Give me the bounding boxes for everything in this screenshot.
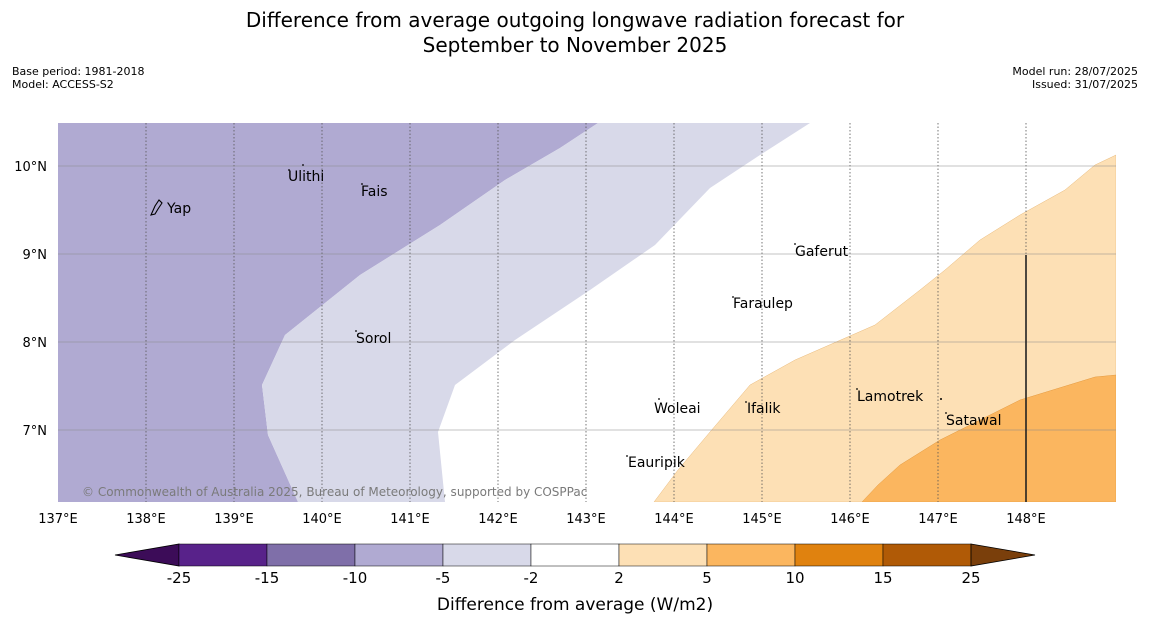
colorbar-tick: 25 bbox=[961, 569, 980, 587]
label-eauripik: Eauripik bbox=[628, 455, 686, 471]
label-woleai: Woleai bbox=[654, 401, 701, 417]
longitude-tick-labels: 137°E 138°E 139°E 140°E 141°E 142°E 143°… bbox=[38, 512, 1046, 527]
map-area: Yap Ulithi Fais Gaferut Faraulep Sorol W… bbox=[58, 123, 1116, 502]
lon-tick: 139°E bbox=[214, 512, 254, 527]
label-ulithi: Ulithi bbox=[288, 169, 324, 185]
map-title: Difference from average outgoing longwav… bbox=[0, 8, 1150, 58]
meta-left: Base period: 1981-2018 Model: ACCESS-S2 bbox=[12, 65, 144, 91]
lon-tick: 143°E bbox=[566, 512, 606, 527]
latitude-gridlines bbox=[58, 165, 1116, 431]
colorbar: -25 -15 -10 -5 -2 2 5 10 15 25 Differenc… bbox=[114, 543, 1036, 615]
colorbar-segment bbox=[442, 543, 532, 567]
colorbar-tick: -15 bbox=[255, 569, 280, 587]
title-line-1: Difference from average outgoing longwav… bbox=[245, 8, 905, 32]
band-neg5-neg2 bbox=[262, 123, 810, 502]
base-period: Base period: 1981-2018 bbox=[12, 65, 145, 78]
colorbar-ticks: -25 -15 -10 -5 -2 2 5 10 15 25 bbox=[167, 569, 981, 587]
label-yap: Yap bbox=[166, 201, 191, 217]
label-lamotrek: Lamotrek bbox=[857, 389, 924, 405]
model-run: Model run: 28/07/2025 bbox=[1012, 65, 1138, 78]
island-markers bbox=[150, 164, 947, 457]
colorbar-tick: 2 bbox=[614, 569, 624, 587]
lon-tick: 138°E bbox=[126, 512, 166, 527]
title-line-2: September to November 2025 bbox=[422, 33, 728, 57]
colorbar-tick: -2 bbox=[524, 569, 539, 587]
label-ifalik: Ifalik bbox=[747, 401, 781, 417]
lon-tick: 148°E bbox=[1006, 512, 1046, 527]
latitude-tick-labels: 10°N 9°N 8°N 7°N bbox=[14, 160, 47, 439]
colorbar-extend-high bbox=[970, 543, 1036, 567]
lon-tick: 142°E bbox=[478, 512, 518, 527]
model-name: Model: ACCESS-S2 bbox=[12, 78, 114, 91]
colorbar-segment bbox=[530, 543, 620, 567]
colorbar-tick: -25 bbox=[167, 569, 192, 587]
colorbar-tick: 10 bbox=[785, 569, 804, 587]
colorbar-segment bbox=[706, 543, 796, 567]
label-satawal: Satawal bbox=[946, 413, 1001, 429]
meta-right: Model run: 28/07/2025 Issued: 31/07/2025 bbox=[1012, 65, 1138, 91]
colorbar-segment bbox=[178, 543, 268, 567]
colorbar-segment bbox=[794, 543, 884, 567]
lat-tick: 9°N bbox=[23, 248, 48, 263]
copyright-notice: © Commonwealth of Australia 2025, Bureau… bbox=[82, 485, 587, 499]
lon-tick: 144°E bbox=[654, 512, 694, 527]
colorbar-tick: 15 bbox=[873, 569, 892, 587]
lon-tick: 140°E bbox=[302, 512, 342, 527]
band-neg10-neg5 bbox=[58, 123, 598, 502]
colorbar-segment bbox=[266, 543, 356, 567]
band-pos5-pos10 bbox=[861, 374, 1116, 502]
colorbar-title: Difference from average (W/m2) bbox=[437, 595, 713, 615]
colorbar-segment bbox=[618, 543, 708, 567]
label-faraulep: Faraulep bbox=[733, 296, 793, 312]
issued-date: Issued: 31/07/2025 bbox=[1031, 78, 1138, 91]
colorbar-tick: -5 bbox=[436, 569, 451, 587]
label-gaferut: Gaferut bbox=[795, 244, 849, 260]
lat-tick: 10°N bbox=[14, 160, 47, 175]
colorbar-tick: 5 bbox=[702, 569, 712, 587]
colorbar-tick: -10 bbox=[343, 569, 368, 587]
lat-tick: 7°N bbox=[23, 424, 48, 439]
lon-tick: 147°E bbox=[918, 512, 958, 527]
colorbar-segment bbox=[882, 543, 972, 567]
label-fais: Fais bbox=[361, 184, 388, 200]
lat-tick: 8°N bbox=[23, 336, 48, 351]
label-sorol: Sorol bbox=[356, 331, 391, 347]
colorbar-segment bbox=[354, 543, 444, 567]
yap-island-shape bbox=[150, 199, 163, 216]
colorbar-extend-low bbox=[114, 543, 180, 567]
lon-tick: 145°E bbox=[742, 512, 782, 527]
lon-tick: 137°E bbox=[38, 512, 78, 527]
lon-tick: 146°E bbox=[830, 512, 870, 527]
island-labels: Yap Ulithi Fais Gaferut Faraulep Sorol W… bbox=[166, 169, 1001, 471]
longitude-gridlines bbox=[145, 123, 1027, 502]
lon-tick: 141°E bbox=[390, 512, 430, 527]
